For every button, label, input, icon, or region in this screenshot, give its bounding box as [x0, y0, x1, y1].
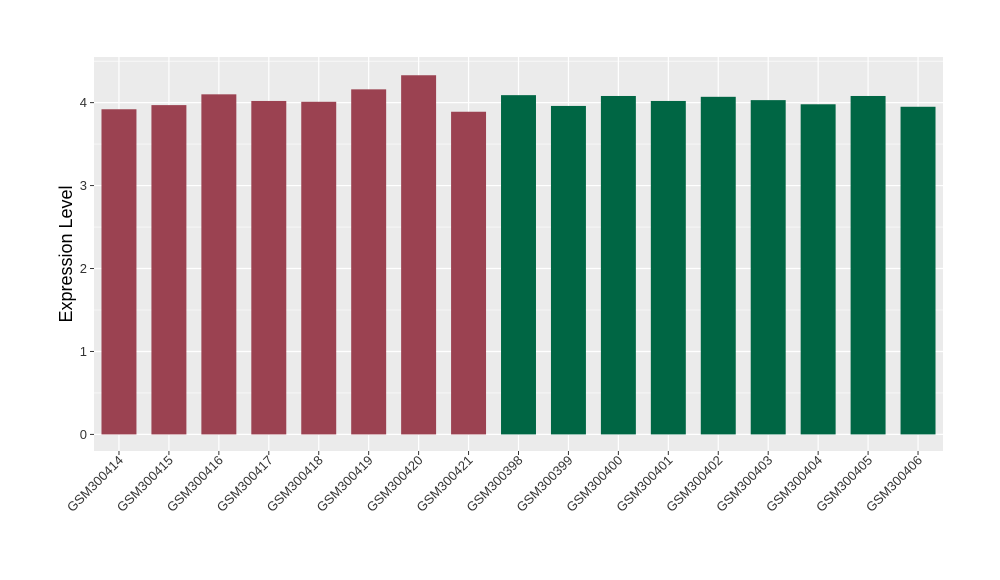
- y-tick-label: 4: [80, 95, 87, 110]
- bar-GSM300415: [151, 105, 187, 435]
- bar-GSM300416: [201, 94, 237, 435]
- bar-GSM300405: [850, 95, 886, 435]
- y-tick-label: 1: [80, 344, 87, 359]
- bar-GSM300398: [501, 95, 536, 435]
- y-axis: 0 1 2 3 4: [80, 95, 94, 442]
- bar-GSM300418: [301, 101, 337, 435]
- x-axis: GSM300414GSM300415GSM300416GSM300417GSM3…: [64, 451, 925, 515]
- bar-GSM300417: [251, 100, 287, 435]
- bar-GSM300421: [451, 111, 487, 435]
- bars: [101, 75, 936, 435]
- y-tick-label: 2: [80, 261, 87, 276]
- bar-GSM300414: [101, 109, 137, 435]
- bar-GSM300419: [351, 89, 387, 435]
- bar-GSM300403: [750, 100, 786, 435]
- bar-GSM300404: [800, 104, 836, 435]
- bar-GSM300406: [900, 106, 936, 435]
- bar-GSM300399: [550, 105, 586, 435]
- bar-GSM300401: [650, 100, 686, 435]
- bar-GSM300400: [600, 95, 636, 435]
- y-axis-title: Expression Level: [56, 185, 76, 322]
- y-tick-label: 3: [80, 178, 87, 193]
- y-tick-label: 0: [80, 427, 87, 442]
- bar-GSM300420: [401, 75, 437, 435]
- bar-GSM300402: [700, 96, 736, 435]
